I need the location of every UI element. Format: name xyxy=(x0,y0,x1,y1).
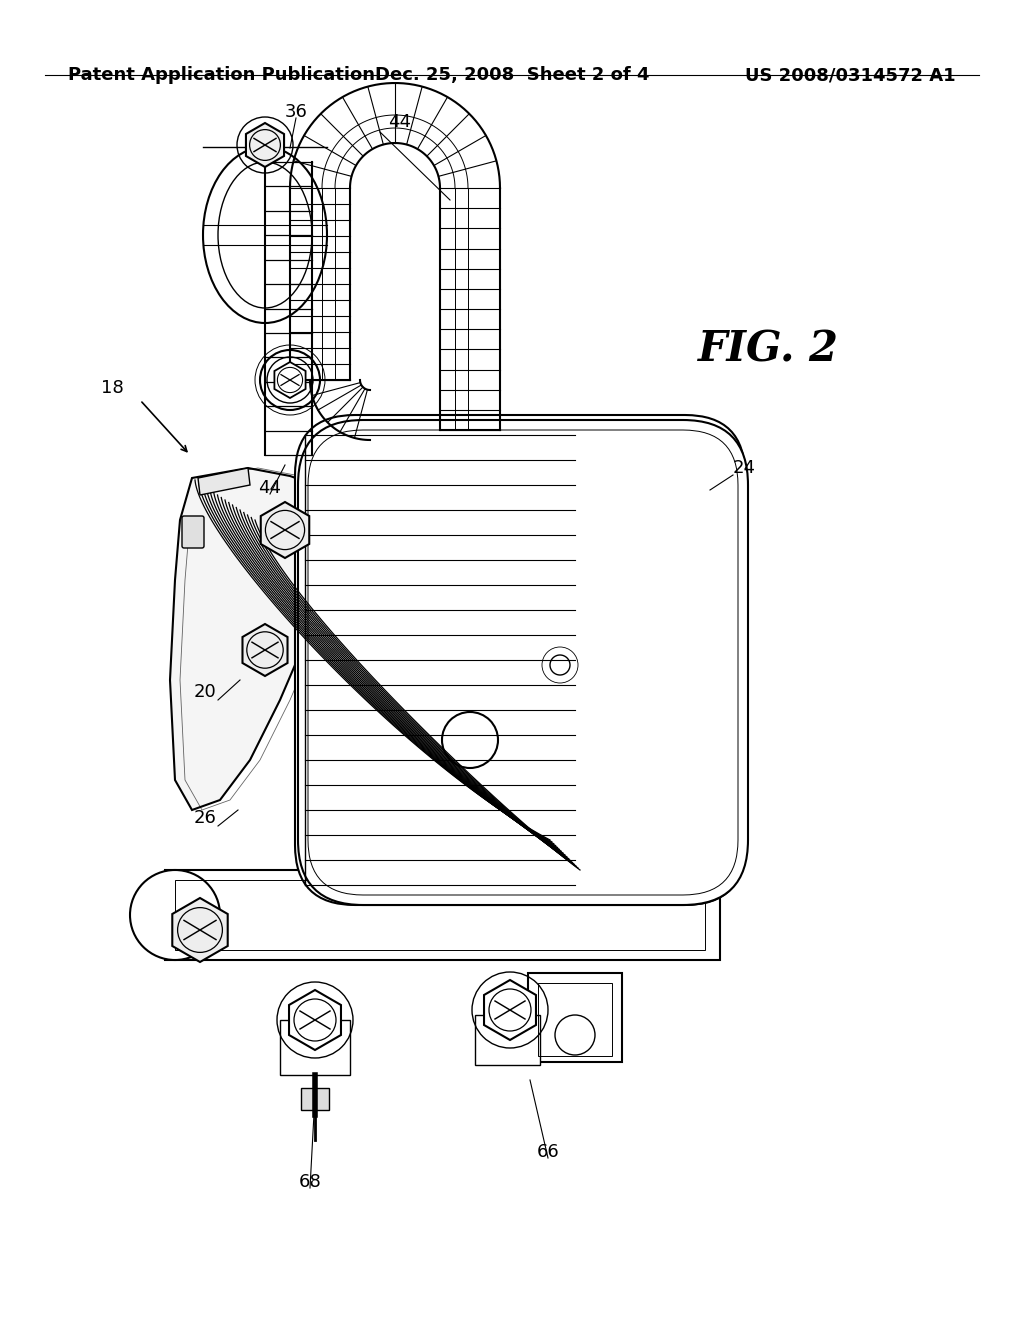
Bar xyxy=(538,983,612,1056)
Text: 18: 18 xyxy=(100,379,123,397)
Bar xyxy=(175,880,705,950)
Text: 44: 44 xyxy=(388,114,411,131)
Text: 66: 66 xyxy=(537,1143,559,1162)
FancyBboxPatch shape xyxy=(295,414,745,906)
Polygon shape xyxy=(246,123,284,168)
Polygon shape xyxy=(198,469,250,495)
Text: 26: 26 xyxy=(194,809,216,828)
Polygon shape xyxy=(484,979,536,1040)
Circle shape xyxy=(130,870,220,960)
Text: Patent Application Publication: Patent Application Publication xyxy=(68,66,375,84)
Polygon shape xyxy=(243,624,288,676)
FancyBboxPatch shape xyxy=(298,420,748,906)
Text: Dec. 25, 2008  Sheet 2 of 4: Dec. 25, 2008 Sheet 2 of 4 xyxy=(375,66,649,84)
Text: 68: 68 xyxy=(299,1173,322,1191)
FancyBboxPatch shape xyxy=(528,973,622,1063)
Polygon shape xyxy=(261,502,309,558)
Polygon shape xyxy=(170,469,340,810)
Text: 36: 36 xyxy=(285,103,307,121)
Text: US 2008/0314572 A1: US 2008/0314572 A1 xyxy=(745,66,956,84)
Text: FIG. 2: FIG. 2 xyxy=(697,329,839,371)
Polygon shape xyxy=(165,870,720,960)
Text: 44: 44 xyxy=(258,479,282,498)
Text: 24: 24 xyxy=(733,459,756,477)
Polygon shape xyxy=(172,898,227,962)
FancyBboxPatch shape xyxy=(182,516,204,548)
FancyBboxPatch shape xyxy=(301,1088,329,1110)
FancyBboxPatch shape xyxy=(280,1020,350,1074)
Polygon shape xyxy=(274,362,305,399)
Text: 20: 20 xyxy=(194,682,216,701)
Polygon shape xyxy=(289,990,341,1049)
FancyBboxPatch shape xyxy=(475,1015,540,1065)
